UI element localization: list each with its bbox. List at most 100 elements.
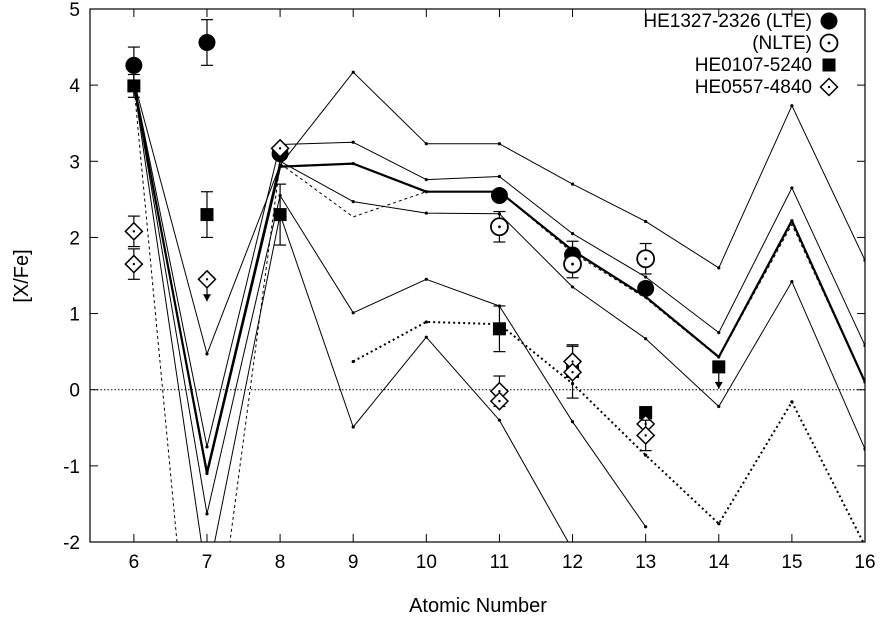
model-curve-node — [424, 320, 428, 324]
diamond-center — [571, 360, 574, 363]
x-tick-label: 7 — [202, 552, 213, 573]
legend-label: HE0557-4840 — [695, 77, 812, 98]
legend-marker — [820, 12, 838, 30]
model-curve-node — [205, 352, 209, 356]
model-curve-node — [351, 311, 355, 315]
x-tick-label: 9 — [348, 552, 359, 573]
x-tick-label: 8 — [275, 552, 286, 573]
y-axis-title: [X/Fe] — [11, 249, 33, 302]
model-curve-node — [424, 190, 428, 194]
data-point — [562, 362, 583, 382]
model-curve-node — [205, 578, 208, 581]
data-point — [639, 406, 653, 420]
legend-label: (NLTE) — [752, 33, 812, 54]
model-curve-node — [570, 420, 575, 424]
data-point — [490, 217, 509, 237]
data-point — [489, 391, 509, 411]
y-tick-label: 0 — [69, 381, 80, 402]
data-point — [125, 56, 143, 74]
data-point — [127, 79, 141, 93]
x-tick-label: 6 — [129, 552, 140, 573]
model-curve-node — [205, 512, 209, 516]
model-curve-node — [570, 182, 575, 186]
model-curve-node — [717, 522, 721, 526]
model-curve-8 — [229, 163, 427, 542]
model-curve-node — [351, 161, 355, 166]
data-points — [124, 19, 726, 452]
model-curve-node — [717, 331, 721, 335]
model-curve-node — [790, 279, 794, 284]
model-curve-node — [351, 140, 355, 144]
data-point — [492, 322, 506, 336]
model-curve-node — [644, 219, 648, 224]
diamond-center — [278, 147, 282, 150]
y-tick-label: -2 — [63, 533, 80, 554]
model-curve-node — [424, 277, 428, 281]
data-point — [200, 208, 214, 222]
x-tick-label: 12 — [562, 552, 583, 573]
legend-marker — [822, 58, 836, 72]
model-curve-9 — [499, 191, 865, 383]
x-tick-label: 13 — [635, 552, 656, 573]
model-curve-node — [351, 359, 355, 364]
legend-marker — [819, 33, 839, 53]
model-curve-node — [424, 211, 428, 215]
model-curve-node — [717, 404, 721, 409]
series-2 — [490, 210, 656, 279]
data-point — [270, 138, 290, 158]
diamond-center — [827, 85, 831, 89]
model-curve-node — [351, 425, 355, 429]
model-curve-node — [570, 232, 575, 236]
x-tick-label: 11 — [490, 552, 510, 573]
data-point — [712, 360, 726, 374]
x-tick-label: 15 — [781, 552, 802, 573]
data-point — [124, 254, 144, 274]
x-axis-title: Atomic Number — [409, 595, 547, 617]
open-circle-center — [644, 257, 648, 261]
model-curve-node — [571, 548, 574, 551]
upper-limit-arrowhead — [202, 294, 211, 302]
legend: HE1327-2326 (LTE)(NLTE)HE0107-5240HE0557… — [643, 11, 839, 98]
model-curve-node — [351, 70, 355, 74]
model-curve-node — [205, 468, 209, 472]
model-curve-6 — [133, 85, 569, 542]
y-tick-label: 5 — [69, 0, 80, 21]
model-curve-node — [205, 445, 209, 449]
diamond-center — [644, 434, 647, 437]
model-curve-node — [644, 525, 648, 529]
model-curve-node — [644, 337, 648, 341]
model-curve-node — [644, 275, 648, 279]
model-curve-node — [790, 104, 794, 108]
model-curve-node — [205, 471, 209, 476]
data-point — [198, 34, 216, 52]
y-tick-label: 4 — [69, 76, 80, 97]
data-point — [197, 269, 217, 289]
diamond-center — [498, 390, 501, 393]
model-curve-node — [644, 453, 648, 457]
y-tick-label: 2 — [69, 228, 80, 249]
diamond-center — [498, 399, 501, 403]
data-point — [637, 279, 655, 297]
model-curve-node — [717, 266, 721, 270]
series-3 — [127, 73, 726, 420]
x-tick-label: 16 — [854, 552, 875, 573]
model-curve-node — [497, 174, 502, 179]
data-point — [124, 221, 144, 241]
legend-marker — [819, 77, 839, 97]
model-curve-5 — [133, 85, 647, 528]
model-curve-node — [497, 142, 502, 146]
data-point — [490, 187, 508, 205]
model-curve-node — [570, 285, 575, 289]
model-curve-node — [424, 335, 428, 339]
model-curve-node — [790, 186, 794, 190]
open-circle-center — [571, 262, 574, 266]
legend-label: HE0107-5240 — [695, 55, 812, 76]
data-point — [636, 425, 656, 445]
model-curve-7 — [133, 85, 178, 542]
model-curve-node — [790, 400, 794, 404]
model-curve-10 — [352, 320, 865, 542]
open-circle-center — [827, 41, 831, 45]
open-circle-center — [498, 225, 501, 229]
model-curve-node — [351, 200, 355, 204]
